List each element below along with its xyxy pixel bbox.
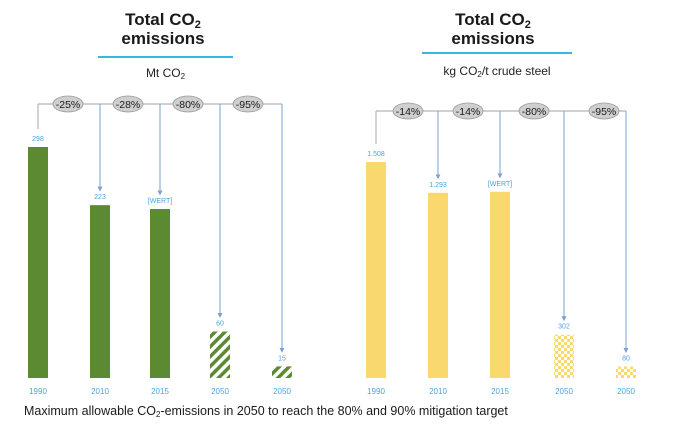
reduction-badge [232,95,264,113]
bar-value-label: 80 [622,356,630,363]
reduction-badge [172,95,204,113]
bar-value-label: 223 [94,194,106,201]
bar-2050 [210,331,230,378]
bar-2050 [554,334,574,378]
x-tick-label: 2050 [273,387,291,396]
bar-chart-specific-emissions: 1.508 1990 1.293 2010 [WERT] 2015 302 2050 80 205… [366,102,636,396]
reduction-badge-label: -95% [236,99,261,111]
bar-value-label: 302 [558,324,570,331]
chart-title: Total CO2 emissions [121,10,205,48]
reduction-badge-label: -80% [176,99,201,111]
x-tick-label: 2050 [555,387,573,396]
chart-panel-specific-emissions: Total CO2 emissions kg CO2/t crude steel… [336,0,673,400]
title-underline [98,56,233,58]
bar-value-label: 298 [32,136,44,143]
bar-2050 [616,366,636,378]
x-tick-label: 2010 [91,387,109,396]
x-tick-label: 2050 [617,387,635,396]
bar-value-label: [WERT] [148,198,172,205]
x-tick-label: 2015 [151,387,169,396]
unit-label: kg CO2/t crude steel [443,64,551,79]
bar-chart-total-emissions: 298 1990 223 2010 [WERT] 2015 60 2050 15 2050 -25%… [28,95,292,396]
x-tick-label: 1990 [29,387,47,396]
bar-value-label: 1.293 [429,182,447,189]
x-tick-label: 2010 [429,387,447,396]
reduction-badge-label: -80% [522,106,547,118]
reduction-badge [392,102,424,120]
bar-value-label: 1.508 [367,151,385,158]
footnote: Maximum allowable CO2-emissions in 2050 … [24,404,508,419]
chart-title: Total CO2 emissions [451,10,535,48]
bar-1990 [28,147,48,378]
reduction-badge [52,95,84,113]
x-tick-label: 1990 [367,387,385,396]
chart-panel-total-emissions: Total CO2 emissions Mt CO2 298 1990 223 201… [0,0,336,400]
x-tick-label: 2050 [211,387,229,396]
bar-2010 [90,205,110,378]
reduction-badge [112,95,144,113]
bar-2015 [150,209,170,378]
x-tick-label: 2015 [491,387,509,396]
reduction-badge [452,102,484,120]
reduction-badge-label: -95% [592,106,617,118]
reduction-badge [588,102,620,120]
title-underline [422,52,572,54]
bar-2015 [490,191,510,378]
unit-label: Mt CO2 [145,66,186,81]
bar-2050 [272,366,292,378]
bar-value-label: 15 [278,355,286,362]
bar-1990 [366,162,386,378]
reduction-badge-label: -14% [456,106,481,118]
reduction-badge-label: -28% [116,99,141,111]
bar-value-label: [WERT] [488,181,512,188]
reduction-badge [518,102,550,120]
reduction-badge-label: -14% [396,106,421,118]
reduction-badge-label: -25% [56,99,81,111]
bar-value-label: 60 [216,320,224,327]
bar-2010 [428,192,448,378]
